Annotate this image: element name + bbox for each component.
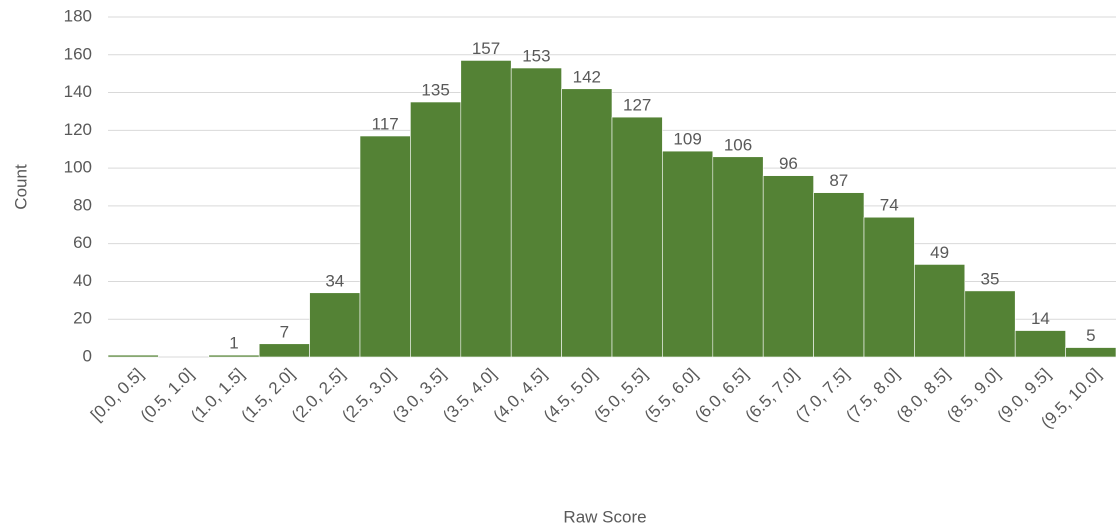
y-tick-label: 120	[64, 120, 92, 139]
y-tick-label: 0	[83, 346, 92, 365]
x-tick-label: (1.5, 2.0]	[238, 365, 299, 426]
x-tick-label: (2.0, 2.5]	[288, 365, 349, 426]
x-tick-label: (1.0, 1.5]	[187, 365, 248, 426]
y-tick-label: 60	[73, 233, 92, 252]
x-tick-label: (3.0, 3.5]	[389, 365, 450, 426]
y-axis-label: Count	[11, 164, 30, 210]
data-label: 87	[829, 171, 848, 190]
data-label: 14	[1031, 309, 1050, 328]
x-tick-label: (6.5, 7.0]	[742, 365, 803, 426]
bar	[410, 101, 462, 358]
x-tick-label: (4.0, 4.5]	[490, 365, 551, 426]
data-label: 49	[930, 243, 949, 262]
x-tick-label: (6.0, 6.5]	[691, 365, 752, 426]
data-label: 135	[421, 80, 449, 99]
bar	[309, 292, 361, 358]
x-tick-label: (5.0, 5.5]	[590, 365, 651, 426]
data-label: 35	[981, 269, 1000, 288]
bar	[561, 88, 613, 358]
x-tick-label: (4.5, 5.0]	[540, 365, 601, 426]
x-tick-label: (0.5, 1.0]	[137, 365, 198, 426]
y-tick-label: 80	[73, 195, 92, 214]
bar	[863, 216, 915, 358]
bar	[611, 116, 663, 358]
bar	[712, 156, 764, 358]
data-label: 153	[522, 46, 550, 65]
x-tick-label: (8.5, 9.0]	[943, 365, 1004, 426]
y-tick-label: 100	[64, 158, 92, 177]
bar	[510, 67, 562, 358]
bar	[762, 175, 814, 358]
data-label: 7	[280, 322, 289, 341]
data-label: 106	[724, 135, 752, 154]
x-axis-label: Raw Score	[563, 507, 646, 526]
data-label: 109	[673, 130, 701, 149]
data-label: 1	[229, 334, 238, 353]
bar	[258, 343, 310, 358]
y-tick-label: 140	[64, 82, 92, 101]
bar	[208, 354, 260, 358]
data-label: 74	[880, 196, 899, 215]
x-tick-label: (7.0, 7.5]	[792, 365, 853, 426]
y-tick-label: 180	[64, 6, 92, 25]
bar	[1014, 330, 1066, 358]
bar	[662, 150, 714, 358]
bar	[1065, 347, 1116, 358]
y-tick-label: 20	[73, 309, 92, 328]
data-label: 127	[623, 96, 651, 115]
data-label: 142	[573, 67, 601, 86]
x-tick-label: [0.0, 0.5]	[87, 365, 147, 425]
bar	[964, 290, 1016, 358]
x-tick-label: (7.5, 8.0]	[842, 365, 903, 426]
x-tick-label: (2.5, 3.0]	[338, 365, 399, 426]
x-tick-label: (3.5, 4.0]	[439, 365, 500, 426]
data-label: 117	[372, 114, 399, 133]
data-label: 96	[779, 154, 798, 173]
x-tick-label: (5.5, 6.0]	[641, 365, 702, 426]
bar	[813, 192, 865, 358]
y-tick-label: 160	[64, 44, 92, 63]
bar	[460, 60, 512, 358]
x-tick-label: (8.0, 8.5]	[893, 365, 954, 426]
data-label: 34	[325, 271, 344, 290]
bar	[359, 135, 411, 358]
data-label: 157	[472, 39, 500, 58]
data-label: 5	[1086, 326, 1095, 345]
y-tick-label: 40	[73, 271, 92, 290]
bar	[914, 264, 966, 358]
bar	[107, 354, 159, 358]
